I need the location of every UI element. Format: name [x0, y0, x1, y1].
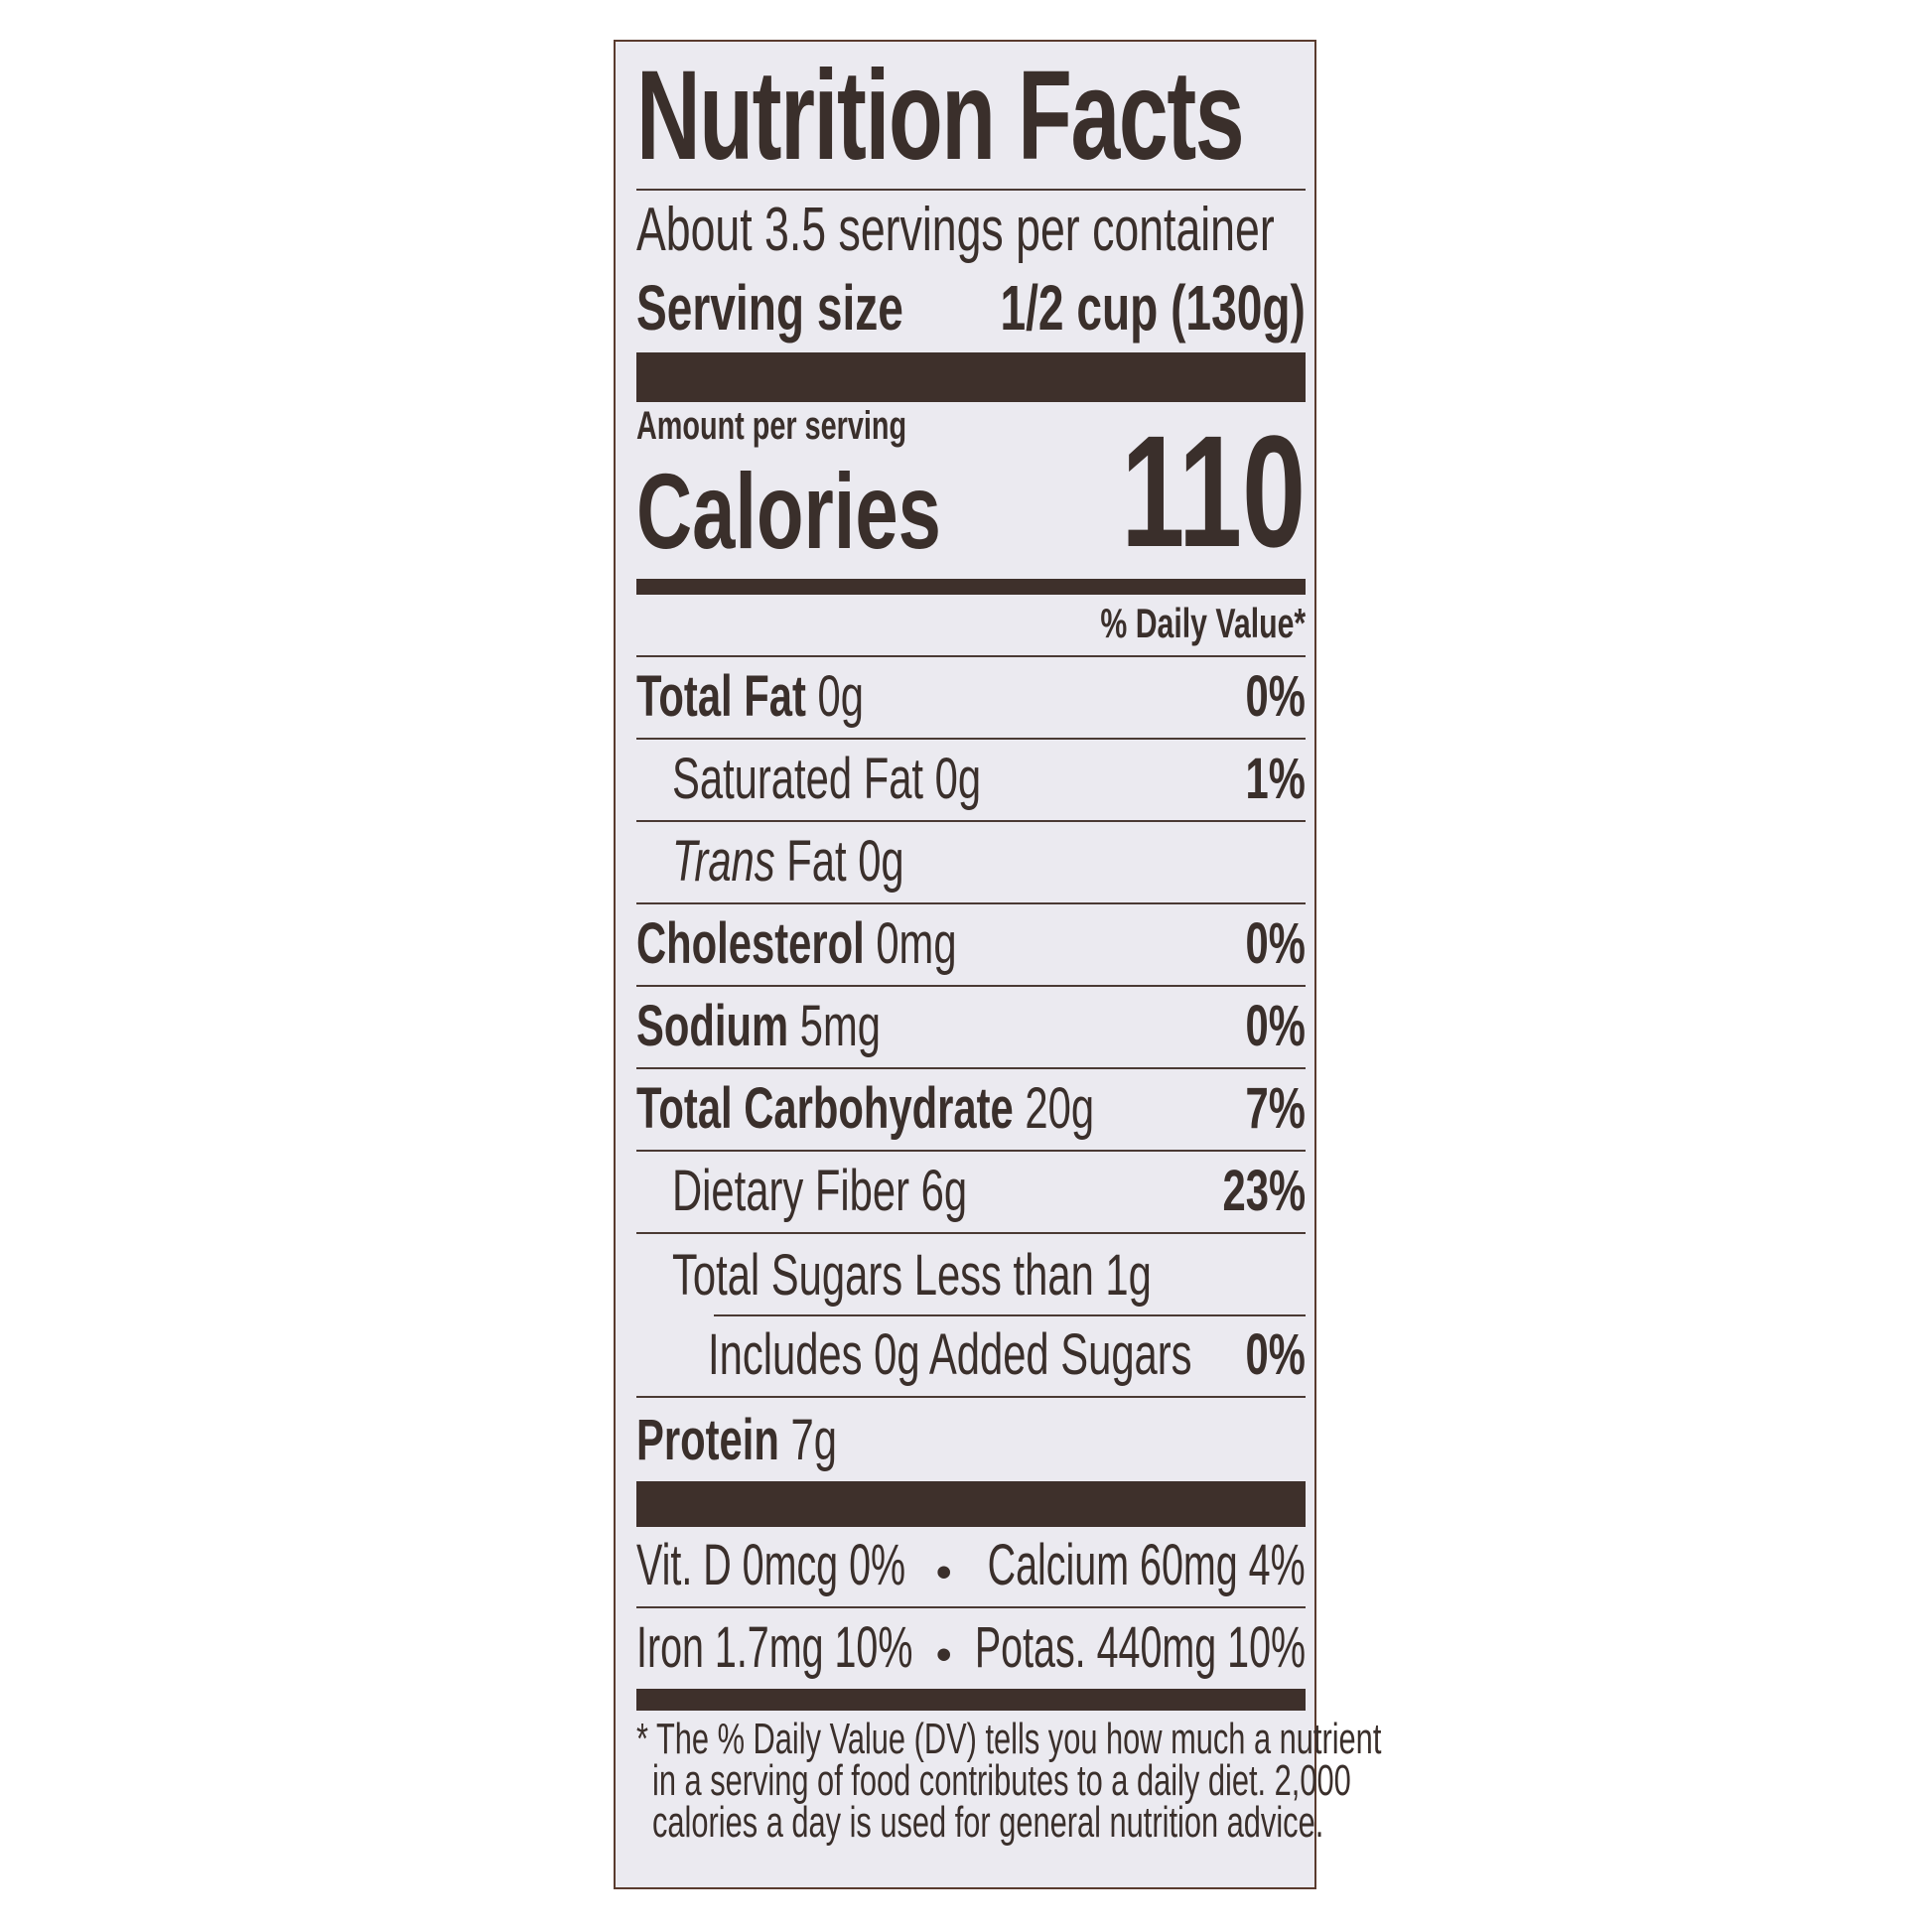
- medium-divider: [636, 1689, 1306, 1711]
- nutrient-row: Cholesterol 0mg 0%: [636, 904, 1306, 987]
- thick-divider: [636, 1481, 1306, 1527]
- calories-row: Amount per serving Calories 110: [636, 402, 1306, 579]
- nutrient-name: Cholesterol: [636, 911, 865, 976]
- nutrient-name: Total Carbohydrate: [636, 1076, 1014, 1141]
- nutrient-name: Sodium: [636, 994, 789, 1058]
- nutrient-row: Sodium 5mg 0%: [636, 987, 1306, 1069]
- footnote-line: * The % Daily Value (DV) tells you how m…: [636, 1715, 1382, 1763]
- serving-size-value: 1/2 cup (130g): [1000, 272, 1306, 344]
- indented-divider: [714, 1314, 1306, 1316]
- nutrient-name: Protein: [636, 1408, 779, 1472]
- title: Nutrition Facts: [636, 45, 1245, 187]
- nutrient-dv: 0%: [1245, 994, 1306, 1058]
- title-row: Nutrition Facts: [636, 42, 1306, 191]
- nutrient-amount: 6g: [920, 1159, 968, 1223]
- nutrient-name: Dietary Fiber: [672, 1159, 910, 1223]
- nutrient-name: Saturated Fat: [672, 747, 924, 811]
- nutrient-dv: 1%: [1245, 747, 1306, 811]
- nutrient-amount: 7g: [790, 1408, 837, 1472]
- nutrient-row: Dietary Fiber 6g 23%: [636, 1152, 1306, 1234]
- nutrition-label: Nutrition Facts About 3.5 servings per c…: [614, 40, 1381, 1889]
- serving-size-label: Serving size: [636, 272, 903, 344]
- nutrient-name-rest: Fat: [786, 829, 847, 894]
- nutrient-name: Includes 0g Added Sugars: [708, 1322, 1192, 1387]
- vitamin-row: Iron 1.7mg 10% • Potas. 440mg 10%: [636, 1608, 1306, 1689]
- calories-label: Calories: [636, 451, 941, 571]
- vitamin-left: Iron 1.7mg 10%: [636, 1615, 913, 1680]
- calories-value: 110: [1121, 402, 1306, 580]
- vitamin-left: Vit. D 0mcg 0%: [636, 1533, 906, 1597]
- vitamin-right: Potas. 440mg 10%: [974, 1615, 1306, 1680]
- bullet: •: [936, 1548, 952, 1596]
- nutrient-amount: 0g: [817, 664, 864, 729]
- nutrient-amount: 20g: [1025, 1076, 1095, 1141]
- serving-size-row: Serving size 1/2 cup (130g): [636, 267, 1306, 352]
- amount-per-serving: Amount per serving: [636, 404, 907, 448]
- footnote-line: calories a day is used for general nutri…: [652, 1798, 1324, 1847]
- bullet: •: [936, 1630, 952, 1679]
- nutrient-dv: 23%: [1222, 1159, 1306, 1223]
- nutrient-row: Includes 0g Added Sugars 0%: [636, 1316, 1306, 1398]
- dv-header-row: % Daily Value*: [636, 595, 1306, 657]
- nutrient-row: Total Fat 0g 0%: [636, 657, 1306, 740]
- nutrient-amount: 5mg: [799, 994, 881, 1058]
- nutrient-amount: 0g: [934, 747, 982, 811]
- nutrient-dv: 0%: [1245, 1322, 1306, 1387]
- nutrient-row: Protein 7g: [636, 1398, 1306, 1481]
- nutrient-row: Trans Fat 0g: [636, 822, 1306, 904]
- nutrient-name: Trans: [672, 829, 775, 894]
- nutrient-amount: 0g: [858, 829, 904, 894]
- daily-value-header: % Daily Value*: [1100, 600, 1306, 646]
- vitamin-right: Calcium 60mg 4%: [987, 1533, 1306, 1597]
- nutrient-amount: 0mg: [876, 911, 957, 976]
- nutrient-row: Total Carbohydrate 20g 7%: [636, 1069, 1306, 1152]
- nutrient-name: Total Fat: [636, 664, 806, 729]
- servings-per-container: About 3.5 servings per container: [636, 196, 1275, 264]
- nutrient-row: Saturated Fat 0g 1%: [636, 740, 1306, 822]
- nutrient-name: Total Sugars Less than: [672, 1243, 1094, 1308]
- footnote-line: in a serving of food contributes to a da…: [652, 1756, 1351, 1805]
- nutrient-amount: 1g: [1105, 1243, 1152, 1308]
- servings-row: About 3.5 servings per container: [636, 191, 1306, 267]
- nutrient-dv: 0%: [1245, 664, 1306, 729]
- nutrient-row: Total Sugars Less than 1g: [636, 1234, 1306, 1316]
- nutrient-dv: 0%: [1245, 911, 1306, 976]
- thick-divider: [636, 352, 1306, 402]
- nutrient-dv: 7%: [1245, 1076, 1306, 1141]
- medium-divider: [636, 579, 1306, 595]
- footnote: * The % Daily Value (DV) tells you how m…: [636, 1711, 1381, 1845]
- vitamin-row: Vit. D 0mcg 0% • Calcium 60mg 4%: [636, 1527, 1306, 1608]
